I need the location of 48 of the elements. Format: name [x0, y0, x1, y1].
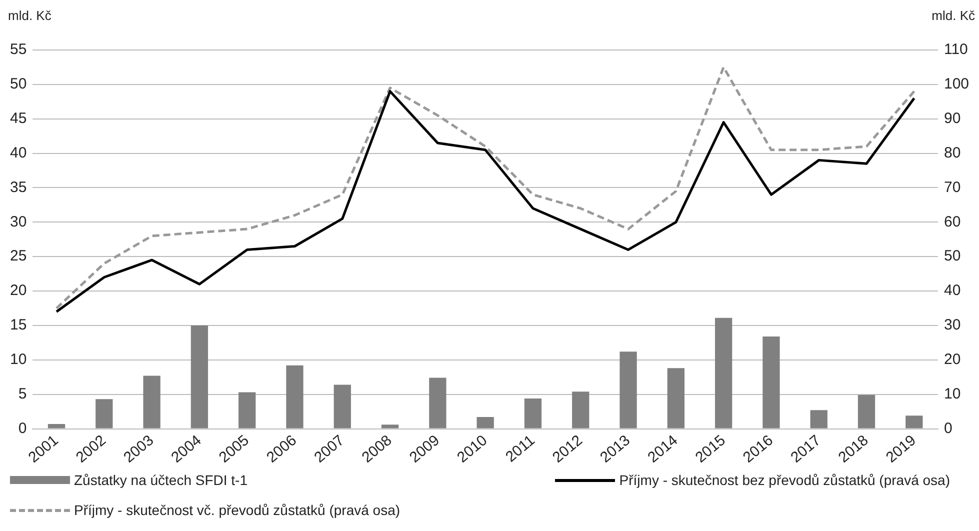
y2-tick-label: 110: [944, 41, 968, 58]
y2-tick-label: 20: [944, 351, 961, 368]
y-tick-label: 0: [18, 420, 27, 437]
y-tick-label: 50: [10, 76, 27, 93]
bar: [96, 399, 113, 428]
legend-label: Příjmy - skutečnost bez převodů zůstatků (pravá osa): [619, 472, 950, 488]
y2-tick-label: 100: [944, 76, 970, 93]
y-tick-label: 5: [18, 385, 27, 402]
y-tick-label: 55: [10, 41, 27, 58]
y2-axis-title: mld. Kč: [932, 8, 975, 23]
bar: [620, 352, 637, 428]
y2-tick-label: 50: [944, 248, 961, 265]
y2-tick-label: 80: [944, 144, 961, 162]
bar: [714, 318, 732, 428]
y2-tick-label: 30: [944, 316, 961, 334]
y2-tick-label: 40: [944, 282, 961, 300]
bar: [810, 410, 828, 428]
bar: [238, 392, 256, 428]
y2-tick-label: 0: [944, 420, 952, 437]
y-tick-label: 20: [10, 282, 27, 300]
bar: [143, 376, 160, 428]
bar: [476, 417, 494, 428]
y-tick-label: 15: [10, 316, 27, 334]
y2-tick-label: 10: [944, 385, 961, 402]
bar: [286, 365, 304, 428]
bar: [572, 392, 590, 428]
bar: [429, 378, 446, 428]
y-tick-label: 40: [10, 144, 27, 162]
y-tick-label: 25: [10, 248, 27, 265]
bar: [858, 395, 876, 428]
y2-tick-label: 60: [944, 213, 961, 230]
y-axis-title: mld. Kč: [8, 8, 52, 23]
bar: [524, 398, 542, 428]
y-tick-label: 30: [10, 213, 27, 230]
bar: [334, 384, 351, 428]
bar: [762, 336, 780, 428]
y2-tick-label: 70: [944, 178, 961, 196]
bar: [667, 368, 684, 428]
bar: [48, 424, 66, 428]
bar: [190, 325, 208, 428]
y-tick-label: 45: [10, 110, 27, 128]
y2-tick-label: 90: [944, 110, 961, 128]
y-tick-label: 10: [10, 351, 27, 368]
bar: [906, 416, 923, 428]
y-tick-label: 35: [10, 178, 27, 196]
bar: [381, 424, 399, 428]
legend-label: Zůstatky na účtech SFDI t-1: [74, 472, 248, 488]
legend-label: Příjmy - skutečnost vč. převodů zůstatků (pravá osa): [74, 502, 400, 518]
